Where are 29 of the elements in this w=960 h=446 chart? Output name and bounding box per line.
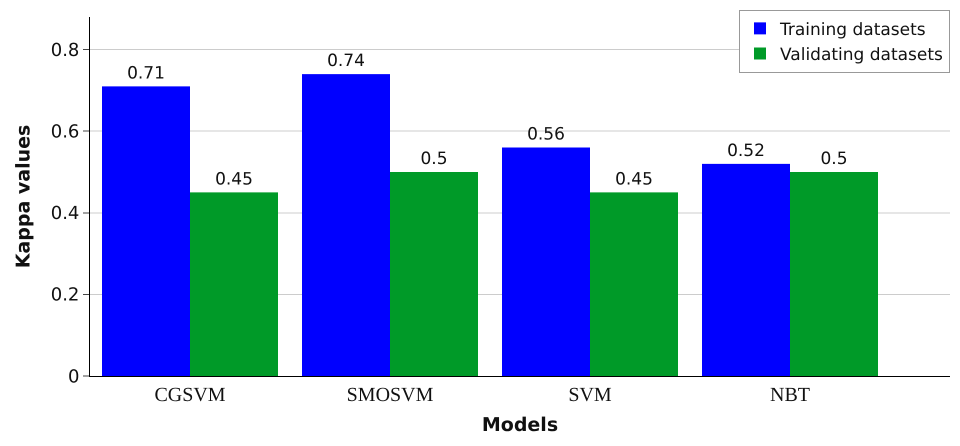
x-tick-label: CGSVM (154, 384, 226, 406)
y-tick-label: 0.8 (50, 40, 80, 61)
y-tick-label: 0 (68, 366, 80, 388)
x-axis-title: Models (482, 414, 558, 436)
bar (302, 74, 390, 376)
bar (790, 172, 878, 376)
x-tick-label: NBT (770, 384, 810, 406)
y-tick-label: 0.4 (50, 203, 80, 224)
data-label: 0.45 (615, 169, 653, 190)
legend-label: Validating datasets (780, 45, 944, 66)
data-label: 0.71 (127, 63, 165, 84)
x-tick-label: SVM (568, 384, 612, 406)
data-label: 0.5 (820, 149, 848, 170)
bar (190, 192, 278, 376)
data-label: 0.5 (420, 149, 448, 170)
x-tick-label: SMOSVM (346, 384, 434, 406)
data-label: 0.56 (527, 124, 565, 145)
data-label: 0.52 (727, 140, 765, 161)
data-label: 0.45 (215, 169, 253, 190)
bar (390, 172, 478, 376)
bar (502, 148, 590, 376)
y-axis-title: Kappa values (12, 124, 35, 268)
legend-label: Training datasets (779, 20, 926, 40)
bar (590, 192, 678, 376)
bar (702, 164, 790, 376)
bar (102, 86, 190, 376)
y-tick-label: 0.6 (50, 122, 80, 143)
y-tick-label: 0.2 (50, 284, 80, 306)
data-label: 0.74 (327, 51, 365, 72)
